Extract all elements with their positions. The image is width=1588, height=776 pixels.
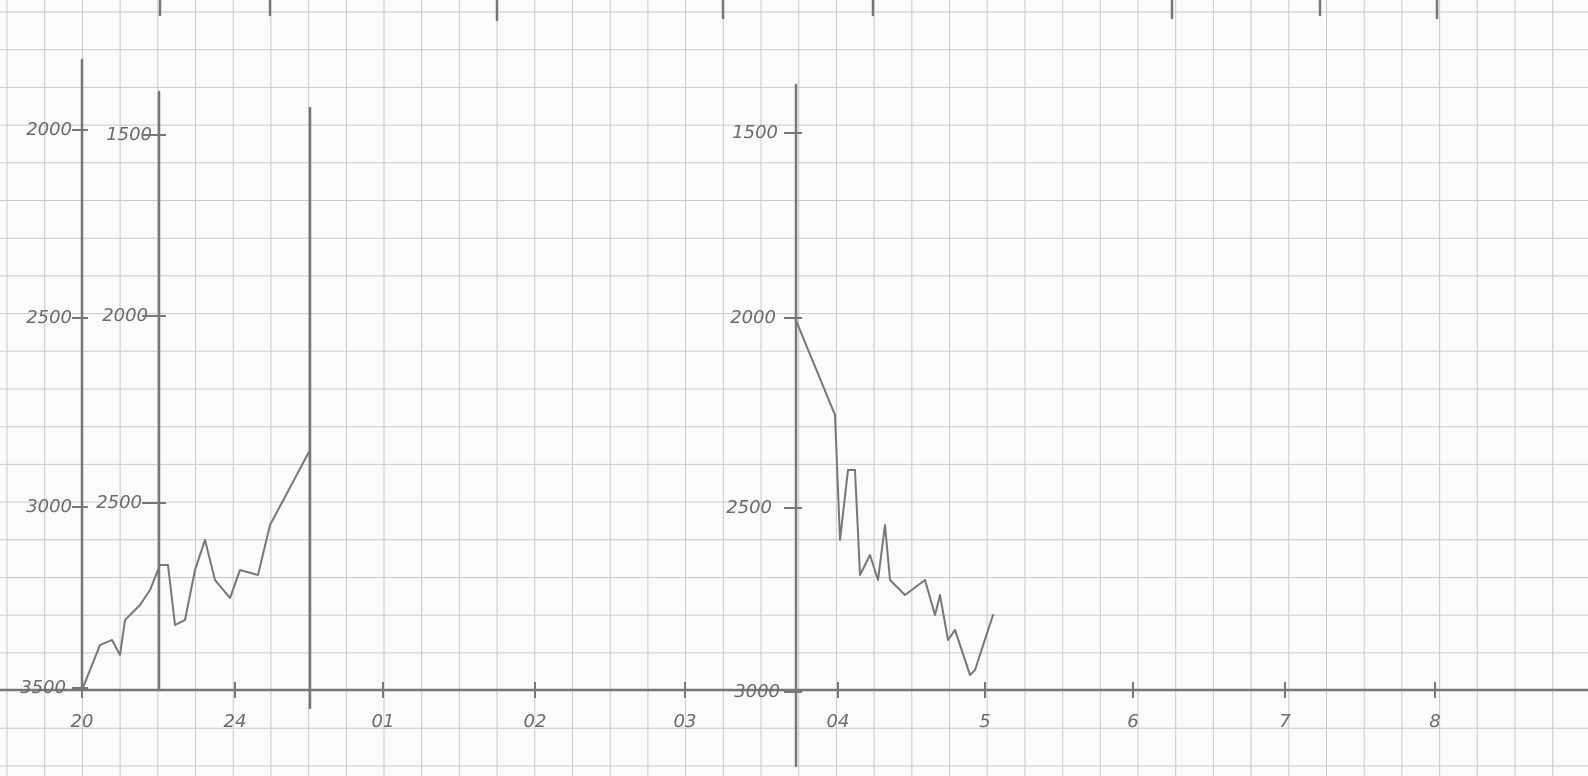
x-axis-label: 03	[674, 711, 697, 732]
labels: 2000 2500 3000 3500 1500 2000 2500 1500 2000 2500…	[20, 119, 1441, 732]
right-curve	[794, 317, 994, 676]
right-axis-label: 1500	[732, 122, 778, 143]
left-axis-label: 2500	[26, 307, 72, 328]
inner-axis-label: 2000	[102, 305, 148, 326]
x-axis-label: 20	[71, 711, 94, 732]
right-axis-label: 3000	[734, 681, 780, 702]
x-axis-label: 8	[1429, 711, 1440, 732]
x-axis-label: 24	[224, 711, 247, 732]
left-curve	[81, 449, 311, 691]
x-axis-label: 01	[372, 711, 395, 732]
left-axis-label: 2000	[26, 119, 72, 140]
x-axis-label: 04	[827, 711, 850, 732]
x-axis-label: 02	[524, 711, 547, 732]
x-axis-label: 5	[979, 711, 990, 732]
top-ticks	[158, 0, 1439, 22]
left-axis-label: 3000	[26, 496, 72, 517]
x-axis-label: 7	[1279, 711, 1291, 732]
x-axis-label: 6	[1127, 711, 1138, 732]
inner-axis-label: 1500	[106, 124, 152, 145]
inner-axis-label: 2500	[96, 492, 142, 513]
right-axis-label: 2500	[726, 497, 772, 518]
left-axis-label: 3500	[20, 677, 66, 698]
right-axis-label: 2000	[730, 307, 776, 328]
